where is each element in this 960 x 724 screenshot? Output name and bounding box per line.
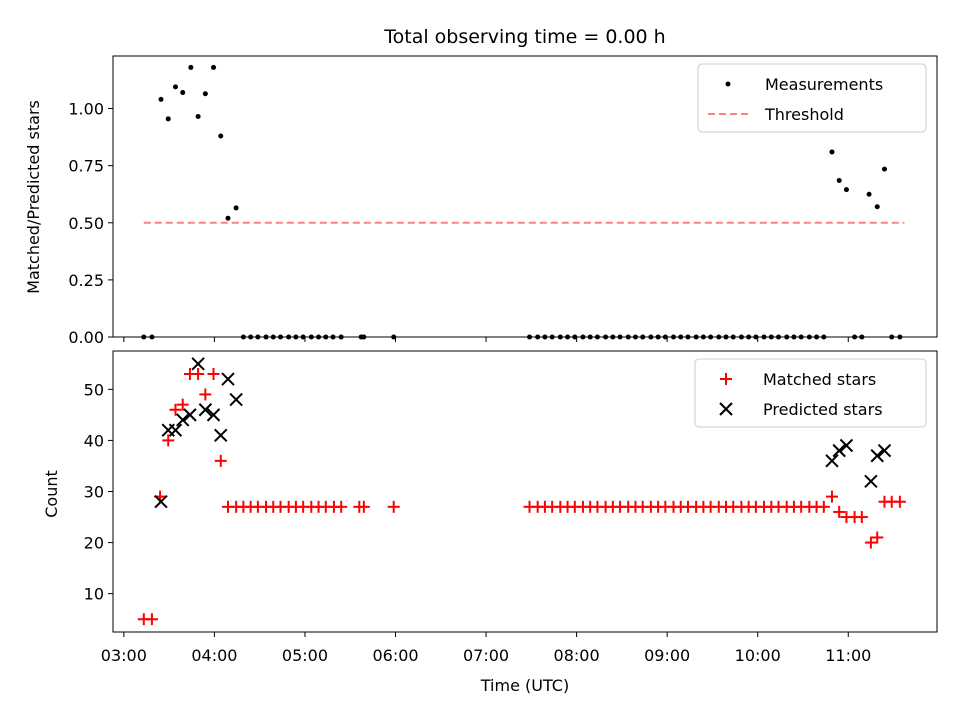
ratio-legend: Measurements Threshold [697, 63, 927, 133]
measurement-point [202, 91, 208, 97]
matched-star-point [855, 511, 868, 524]
x-tick-label: 05:00 [282, 646, 328, 665]
count-y-tick-label: 50 [84, 380, 104, 399]
count-y-tick-label: 20 [84, 534, 104, 553]
measurement-point [165, 116, 171, 122]
matched-star-point [387, 500, 400, 513]
matched-star-point [145, 613, 158, 626]
matched-star-point [176, 398, 189, 411]
matched-star-point [214, 454, 227, 467]
measurement-point [836, 178, 842, 184]
matched-star-point [169, 403, 182, 416]
measurement-point [211, 64, 217, 70]
count-plot-frame [112, 350, 938, 633]
legend-label-predicted: Predicted stars [763, 400, 883, 419]
ratio-y-tick-label: 1.00 [68, 100, 104, 119]
predicted-star-point [198, 403, 213, 417]
matched-star-point [825, 490, 838, 503]
predicted-star-point [825, 454, 839, 468]
predicted-star-point [183, 408, 197, 422]
measurement-point [172, 84, 178, 90]
matched-star-point [199, 388, 212, 401]
predicted-star-point [870, 449, 884, 463]
matched-star-point [207, 367, 220, 380]
count-legend-box [694, 358, 927, 428]
predicted-star-point [229, 392, 243, 407]
measurement-point [233, 205, 239, 211]
measurement-point [188, 64, 194, 70]
matched-star-point [864, 536, 877, 549]
x-tick-label: 04:00 [191, 646, 237, 665]
predicted-star-point [877, 443, 892, 458]
measurement-point [180, 90, 186, 96]
measurement-point [218, 133, 224, 139]
legend-marker-predicted [719, 402, 733, 416]
legend-marker-matched [720, 373, 732, 385]
matched-star-point [162, 434, 175, 447]
x-tick-label: 09:00 [644, 646, 690, 665]
predicted-star-point [154, 495, 168, 509]
x-tick-label: 07:00 [463, 646, 509, 665]
predicted-star-point [832, 443, 846, 458]
y-axis-label-count: Count [42, 470, 61, 518]
predicted-star-point [214, 428, 228, 443]
count-legend: Matched stars Predicted stars [694, 358, 927, 428]
count-marks [137, 357, 906, 626]
matched-star-point [817, 500, 830, 513]
measurement-point [195, 114, 201, 120]
chart-title: Total observing time = 0.00 h [383, 26, 665, 48]
matched-star-point [871, 531, 884, 544]
measurement-point [866, 191, 872, 197]
measurement-point [829, 149, 835, 155]
legend-label-matched: Matched stars [763, 370, 876, 389]
x-tick-label: 10:00 [735, 646, 781, 665]
matched-star-point [335, 500, 348, 513]
ratio-y-tick-label: 0.00 [68, 328, 104, 347]
legend-label-measurements: Measurements [765, 75, 883, 94]
ratio-y-tick-label: 0.50 [68, 214, 104, 233]
measurement-point [881, 166, 887, 172]
y-axis-label-ratio: Matched/Predicted stars [24, 100, 43, 294]
matched-star-point [192, 367, 205, 380]
predicted-star-point [839, 438, 854, 453]
measurement-point [158, 96, 164, 102]
ratio-plot-frame [112, 55, 938, 338]
predicted-star-point [176, 413, 190, 427]
matched-star-point [833, 505, 846, 518]
legend-marker-measurements [725, 81, 731, 87]
count-panel: Count Time (UTC) 10 20 30 40 50 03:00 04:00 05:… [42, 350, 938, 695]
count-y-tick-label: 40 [84, 431, 104, 450]
ratio-legend-box [697, 63, 927, 133]
predicted-star-point [864, 474, 878, 488]
measurement-point [225, 215, 231, 221]
predicted-star-point [168, 423, 183, 437]
measurement-point [843, 187, 849, 193]
ratio-y-tick-label: 0.25 [68, 271, 104, 290]
x-tick-label: 08:00 [554, 646, 600, 665]
x-tick-label: 03:00 [101, 646, 147, 665]
measurement-point [874, 204, 880, 210]
legend-label-threshold: Threshold [764, 105, 844, 124]
predicted-star-point [206, 408, 221, 422]
x-tick-label: 06:00 [372, 646, 418, 665]
x-axis-label: Time (UTC) [480, 676, 569, 695]
predicted-star-point [191, 357, 205, 371]
predicted-star-point [221, 372, 235, 386]
matched-star-point [357, 500, 370, 513]
count-y-tick-label: 10 [84, 585, 104, 604]
matched-star-point [893, 495, 906, 508]
count-axes: 10 20 30 40 50 03:00 04:00 05:00 06:00 07:00 08:00… [84, 380, 872, 665]
x-tick-label: 11:00 [825, 646, 871, 665]
count-y-tick-label: 30 [84, 483, 104, 502]
ratio-panel: Total observing time = 0.00 h Matched/Pr… [24, 26, 938, 347]
ratio-y-tick-label: 0.75 [68, 157, 104, 176]
